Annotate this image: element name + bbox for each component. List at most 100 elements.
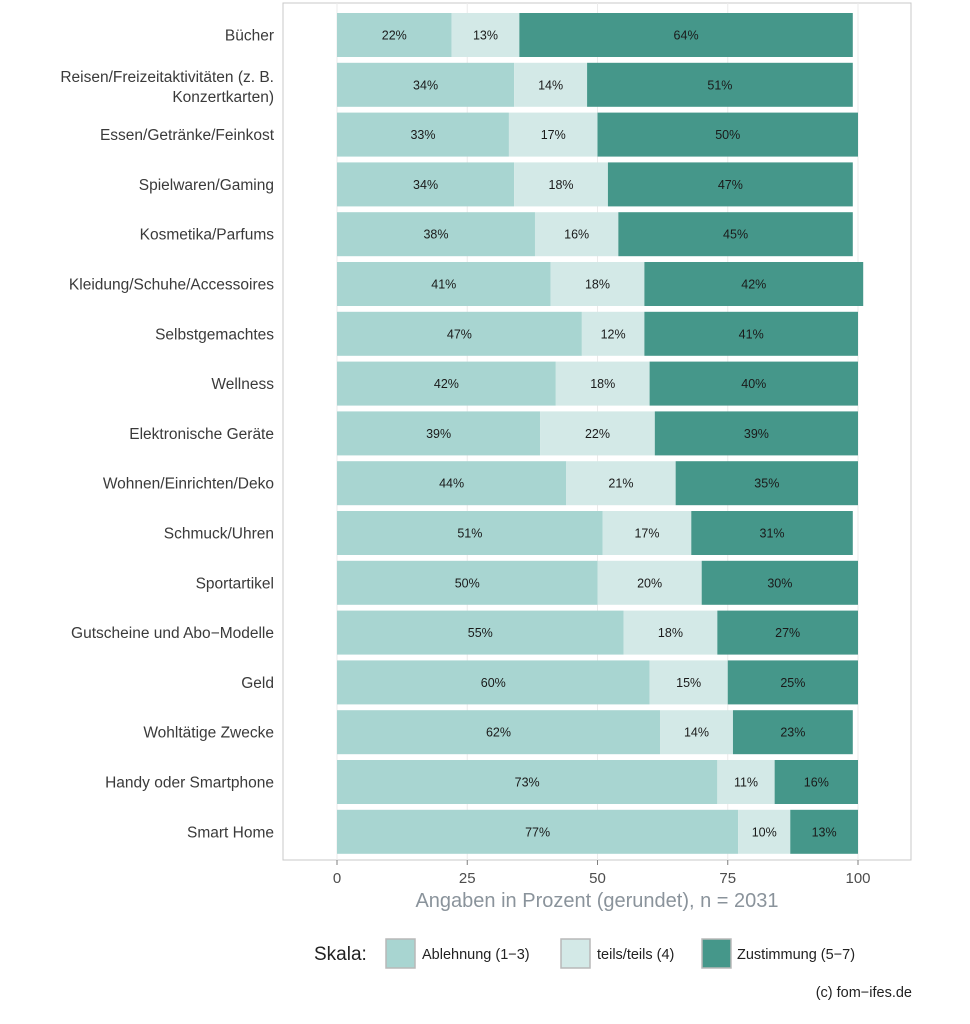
bar-segment bbox=[508, 112, 598, 157]
bar-segment bbox=[717, 610, 858, 655]
bar-value-label: 35% bbox=[754, 477, 779, 491]
category-label: Bücher bbox=[225, 28, 274, 45]
bar-value-label: 33% bbox=[410, 128, 435, 142]
bar-segment bbox=[337, 112, 509, 157]
bar-value-label: 34% bbox=[413, 178, 438, 192]
legend-swatch bbox=[701, 938, 732, 969]
bar-value-label: 39% bbox=[426, 427, 451, 441]
bar-value-label: 11% bbox=[734, 776, 758, 790]
bar-value-label: 60% bbox=[481, 676, 506, 690]
bar-segment bbox=[337, 760, 718, 804]
bar-segment bbox=[540, 411, 655, 456]
bar-segment bbox=[618, 212, 853, 257]
category-label-line: Reisen/Freizeitaktivitäten (z. B. bbox=[60, 69, 274, 86]
bar-segment bbox=[607, 162, 853, 207]
bar-value-label: 10% bbox=[752, 825, 777, 839]
x-tick-label: 25 bbox=[459, 870, 476, 887]
bar-value-label: 41% bbox=[431, 278, 456, 292]
bar-value-label: 51% bbox=[707, 78, 732, 92]
credit-text: (c) fom−ifes.de bbox=[816, 985, 912, 1001]
bar-segment bbox=[732, 710, 853, 755]
bar-segment bbox=[337, 461, 567, 506]
bar-value-label: 21% bbox=[608, 477, 633, 491]
bar-value-label: 27% bbox=[775, 626, 800, 640]
bar-value-label: 18% bbox=[549, 178, 574, 192]
bar-value-labels: 22% 13% 64% 34% 14% 51% 33% 17% 50% 34% 18% 47% 38% 1… bbox=[382, 29, 837, 840]
bar-segment bbox=[337, 62, 515, 107]
bar-value-label: 18% bbox=[590, 377, 615, 391]
bar-value-label: 38% bbox=[423, 228, 448, 242]
bar-value-label: 13% bbox=[812, 825, 837, 839]
category-label: Essen/Getränke/Feinkost bbox=[100, 127, 275, 144]
bar-value-label: 47% bbox=[447, 327, 472, 341]
legend-title: Skala: bbox=[314, 944, 367, 965]
bar-segment bbox=[587, 62, 853, 107]
legend-swatch bbox=[385, 938, 416, 969]
bar-segment bbox=[555, 361, 650, 406]
bar-segment bbox=[337, 13, 452, 57]
bar-segments bbox=[337, 13, 864, 854]
bar-value-label: 42% bbox=[434, 377, 459, 391]
category-label: Smart Home bbox=[187, 824, 274, 841]
bar-value-label: 55% bbox=[468, 626, 493, 640]
bar-segment bbox=[337, 610, 624, 655]
bar-value-label: 22% bbox=[585, 427, 610, 441]
category-label: Spielwaren/Gaming bbox=[139, 177, 274, 194]
bar-value-label: 22% bbox=[382, 29, 407, 43]
bar-segment bbox=[337, 710, 661, 755]
bar-value-label: 45% bbox=[723, 228, 748, 242]
bar-segment bbox=[623, 610, 718, 655]
bar-value-label: 64% bbox=[674, 29, 699, 43]
bar-value-label: 23% bbox=[780, 726, 805, 740]
legend-swatch bbox=[560, 938, 591, 969]
bar-segment bbox=[337, 262, 551, 306]
bar-value-label: 18% bbox=[585, 278, 610, 292]
bar-segment bbox=[717, 760, 775, 804]
category-label-line: Konzertkarten) bbox=[172, 89, 274, 106]
bar-value-label: 14% bbox=[538, 78, 563, 92]
category-label: Schmuck/Uhren bbox=[164, 526, 274, 543]
bar-segment bbox=[514, 62, 588, 107]
bar-value-label: 73% bbox=[515, 776, 540, 790]
category-label: Elektronische Geräte bbox=[129, 426, 274, 443]
category-label: Sportartikel bbox=[196, 575, 274, 592]
bar-segment bbox=[514, 162, 608, 207]
bar-value-label: 41% bbox=[739, 327, 764, 341]
legend-label: Ablehnung (1−3) bbox=[422, 947, 530, 963]
bar-segment bbox=[644, 262, 864, 306]
bar-value-label: 20% bbox=[637, 576, 662, 590]
bar-segment bbox=[675, 461, 858, 506]
bar-segment bbox=[738, 809, 791, 854]
category-label: Selbstgemachtes bbox=[155, 326, 274, 343]
legend-label: teils/teils (4) bbox=[597, 947, 674, 963]
bar-value-label: 30% bbox=[767, 576, 792, 590]
bar-value-label: 13% bbox=[473, 29, 498, 43]
x-tick-label: 100 bbox=[845, 870, 870, 887]
bar-segment bbox=[727, 660, 858, 705]
bar-value-label: 39% bbox=[744, 427, 769, 441]
bar-segment bbox=[602, 511, 692, 555]
bar-value-label: 15% bbox=[676, 676, 701, 690]
bar-value-label: 17% bbox=[541, 128, 566, 142]
bar-segment bbox=[337, 809, 739, 854]
bar-value-label: 47% bbox=[718, 178, 743, 192]
bar-value-label: 14% bbox=[684, 726, 709, 740]
category-label: Gutscheine und Abo−Modelle bbox=[71, 625, 274, 642]
category-label: Kleidung/Schuhe/Accessoires bbox=[69, 277, 274, 294]
bar-segment bbox=[660, 710, 733, 755]
category-label: Handy oder Smartphone bbox=[105, 775, 274, 792]
bar-value-label: 44% bbox=[439, 477, 464, 491]
x-axis-ticks: 0 25 50 75 100 bbox=[333, 860, 871, 887]
bar-segment bbox=[337, 560, 598, 605]
x-tick-label: 0 bbox=[333, 870, 341, 887]
bar-segment bbox=[451, 13, 520, 57]
bar-segment bbox=[654, 411, 858, 456]
bar-segment bbox=[566, 461, 676, 506]
category-label: Wohnen/Einrichten/Deko bbox=[103, 476, 274, 493]
bar-segment bbox=[337, 162, 515, 207]
bar-value-label: 62% bbox=[486, 726, 511, 740]
bar-segment bbox=[337, 361, 556, 406]
bar-segment bbox=[550, 262, 645, 306]
bar-value-label: 50% bbox=[715, 128, 740, 142]
